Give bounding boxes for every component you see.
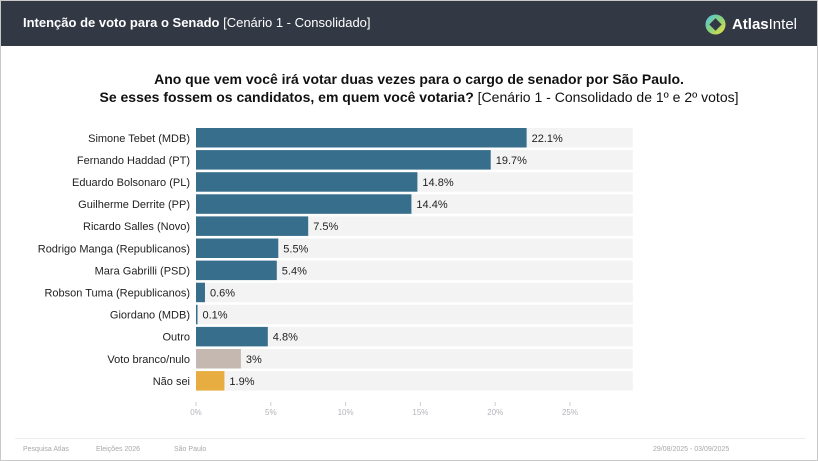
bar-track [196,238,633,258]
footer-source: Pesquisa Atlas [23,446,69,453]
value-label: 3% [246,354,262,366]
value-label: 19.7% [496,155,527,167]
bar-track [196,304,633,325]
category-label: Robson Tuma (Republicanos) [44,287,190,299]
x-tick-label: 10% [338,408,354,417]
header-bar: Intenção de voto para o Senado [Cenário … [1,1,817,46]
value-label: 1.9% [229,376,254,388]
value-label: 4.8% [273,332,298,344]
category-label: Rodrigo Manga (Republicanos) [38,243,190,255]
bar [196,150,491,170]
chart-title-line2-rest: [Cenário 1 - Consolidado de 1º e 2º voto… [473,89,739,105]
bar-track [196,349,633,369]
value-label: 22.1% [532,133,563,145]
chart-heading-rest: [Cenário 1 - Consolidado] [219,15,371,30]
chart-title-line1: Ano que vem você irá votar duas vezes pa… [154,71,684,87]
value-label: 7.5% [313,221,338,233]
value-label: 5.4% [282,265,307,277]
x-tick-label: 20% [487,408,503,417]
bar [196,194,412,214]
bar [196,172,418,192]
bar-track [196,371,633,391]
category-label: Outro [162,332,190,344]
chart-heading-bold: Intenção de voto para o Senado [23,15,220,30]
x-tick-label: 5% [265,408,277,417]
bar [196,371,225,391]
brand-name-rest: Intel [768,15,797,33]
footer-election: Eleições 2026 [96,446,140,453]
bar-track [196,260,633,281]
value-label: 5.5% [283,243,308,255]
value-label: 14.8% [422,177,453,189]
bar [196,260,277,281]
category-label: Voto branco/nulo [107,354,190,366]
bar-track [196,326,633,347]
chart-heading: Intenção de voto para o Senado [Cenário … [23,15,371,30]
footer-region: São Paulo [174,446,207,453]
category-label: Mara Gabrilli (PSD) [95,265,190,277]
atlasintel-logo-icon [705,13,726,35]
category-label: Fernando Haddad (PT) [77,155,190,167]
bar [196,326,268,347]
category-label: Não sei [153,376,190,388]
value-label: 0.1% [203,310,228,322]
footer-divider [15,438,805,439]
chart-title-line2-bold: Se esses fossem os candidatos, em quem v… [99,89,474,105]
brand-name: AtlasIntel [732,16,797,33]
x-tick-label: 0% [190,408,202,417]
category-label: Eduardo Bolsonaro (PL) [72,177,190,189]
value-label: 14.4% [416,199,447,211]
category-label: Giordano (MDB) [110,310,190,322]
bar [196,128,527,148]
category-label: Simone Tebet (MDB) [88,133,190,145]
x-tick-label: 15% [412,408,428,417]
bar [196,216,309,236]
bar-track [196,282,633,303]
brand: AtlasIntel [705,12,797,36]
bar [196,282,205,303]
value-label: 0.6% [210,287,235,299]
bar [196,304,198,325]
brand-name-bold: Atlas [731,15,769,33]
bar [196,238,279,258]
category-label: Ricardo Salles (Novo) [83,221,190,233]
chart-title-line2: Se esses fossem os candidatos, em quem v… [10,89,818,105]
x-tick-label: 25% [562,408,578,417]
category-label: Guilherme Derrite (PP) [78,199,190,211]
footer-date-range: 29/08/2025 - 03/09/2025 [653,446,730,453]
bar [196,349,241,369]
